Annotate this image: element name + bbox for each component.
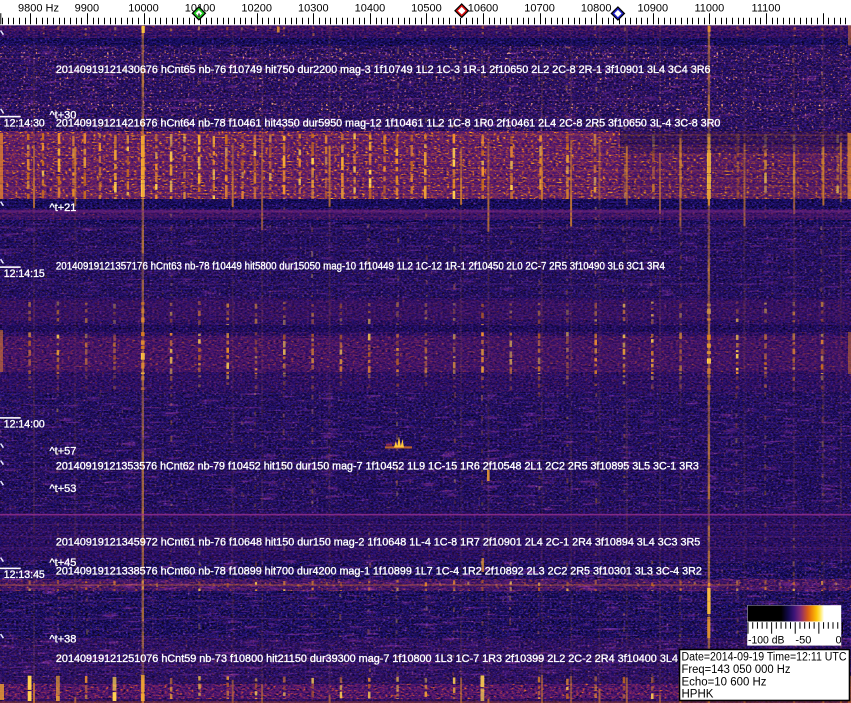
svg-text:10700: 10700 — [524, 3, 555, 15]
svg-text:12:14:15: 12:14:15 — [4, 268, 45, 280]
svg-text:^t+53: ^t+53 — [50, 483, 77, 495]
svg-text:Hz: Hz — [46, 3, 59, 15]
svg-text:20140919121353576 hCnt62 nb-79: 20140919121353576 hCnt62 nb-79 f10452 hi… — [56, 461, 699, 473]
svg-text:-100 dB: -100 dB — [748, 635, 785, 647]
svg-text:9800: 9800 — [18, 3, 42, 15]
svg-text:10900: 10900 — [638, 3, 669, 15]
svg-text:9900: 9900 — [75, 3, 99, 15]
svg-text:10000: 10000 — [128, 3, 159, 15]
svg-text:20140919121345972 hCnt61 nb-76: 20140919121345972 hCnt61 nb-76 f10648 hi… — [56, 537, 700, 549]
svg-text:12:13:45: 12:13:45 — [4, 569, 45, 581]
svg-text:10200: 10200 — [241, 3, 272, 15]
svg-text:10600: 10600 — [468, 3, 499, 15]
svg-text:12:14:00: 12:14:00 — [4, 419, 45, 431]
svg-text:12:14:30: 12:14:30 — [4, 117, 45, 129]
svg-text:^t+21: ^t+21 — [50, 202, 77, 214]
svg-text:^t+45: ^t+45 — [50, 557, 77, 569]
svg-text:20140919121338576 hCnt60 nb-78: 20140919121338576 hCnt60 nb-78 f10899 hi… — [56, 566, 702, 578]
svg-text:Freq=143 050 000 Hz: Freq=143 050 000 Hz — [682, 664, 791, 676]
svg-text:0: 0 — [836, 635, 842, 647]
svg-text:10300: 10300 — [298, 3, 329, 15]
svg-text:10500: 10500 — [411, 3, 442, 15]
svg-text:HPHK: HPHK — [682, 689, 714, 701]
svg-text:20140919121251076 hCnt59 nb-73: 20140919121251076 hCnt59 nb-73 f10800 hi… — [56, 653, 678, 665]
svg-text:Date=2014-09-19 Time=12:11 UTC: Date=2014-09-19 Time=12:11 UTC — [682, 652, 847, 664]
svg-text:-50: -50 — [795, 635, 811, 647]
svg-text:Echo=10 600 Hz: Echo=10 600 Hz — [682, 676, 767, 688]
svg-text:10400: 10400 — [355, 3, 386, 15]
svg-text:20140919121421676 hCnt64 nb-78: 20140919121421676 hCnt64 nb-78 f10461 hi… — [56, 117, 721, 129]
svg-text:^t+30: ^t+30 — [50, 110, 77, 122]
svg-text:11100: 11100 — [752, 3, 781, 15]
svg-text:^t+38: ^t+38 — [50, 634, 77, 646]
svg-text:^t+57: ^t+57 — [50, 446, 77, 458]
svg-text:20140919121357176 hCnt63 nb-78: 20140919121357176 hCnt63 nb-78 f10449 hi… — [56, 261, 665, 273]
svg-text:10800: 10800 — [581, 3, 612, 15]
svg-text:11000: 11000 — [695, 3, 725, 15]
svg-text:20140919121430676 hCnt65 nb-76: 20140919121430676 hCnt65 nb-76 f10749 hi… — [56, 64, 711, 76]
